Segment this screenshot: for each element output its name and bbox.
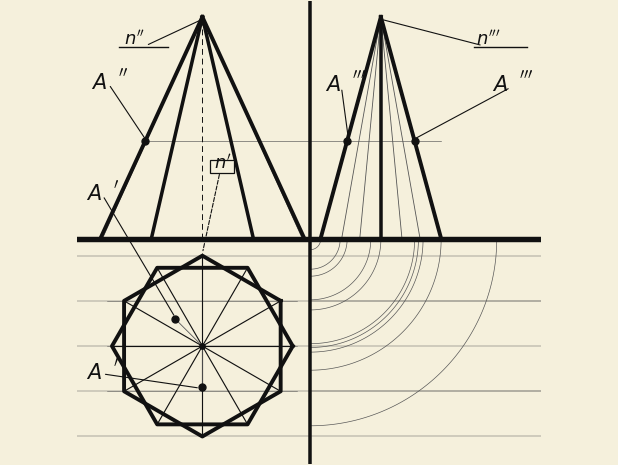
Text: $\prime\prime$: $\prime\prime$ xyxy=(118,64,128,79)
Text: $A$: $A$ xyxy=(91,73,107,93)
Text: $A$: $A$ xyxy=(87,184,103,204)
Text: $A$: $A$ xyxy=(87,363,103,383)
Text: $A$: $A$ xyxy=(325,75,341,95)
Text: $n'$: $n'$ xyxy=(214,153,232,173)
Text: $\prime$: $\prime$ xyxy=(113,175,119,191)
Text: $A$: $A$ xyxy=(492,75,508,95)
Text: $n''$: $n''$ xyxy=(124,30,145,49)
Text: $\prime\prime\prime$: $\prime\prime\prime$ xyxy=(352,66,366,81)
Text: $\prime$: $\prime$ xyxy=(113,354,119,369)
Text: $n'''$: $n'''$ xyxy=(476,30,501,49)
FancyBboxPatch shape xyxy=(210,160,234,173)
Text: $\prime\prime\prime$: $\prime\prime\prime$ xyxy=(519,66,533,81)
